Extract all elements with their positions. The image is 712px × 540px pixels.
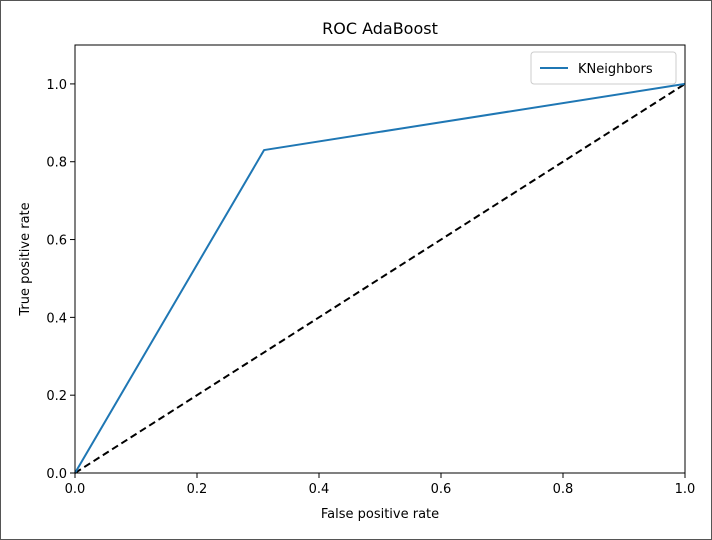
x-axis-label: False positive rate — [321, 507, 439, 522]
y-tick-label: 0.4 — [46, 311, 67, 326]
reference-diagonal-line — [74, 83, 686, 474]
y-axis-label: True positive rate — [18, 202, 33, 316]
y-tick-label: 1.0 — [46, 78, 67, 93]
x-tick-label: 0.8 — [553, 482, 574, 497]
legend-box — [530, 51, 677, 85]
y-tick-label: 0.0 — [46, 467, 67, 482]
y-tick-label: 0.2 — [46, 389, 67, 404]
series-line-kneighbors — [74, 82, 686, 474]
y-tick-label: 0.6 — [46, 234, 67, 249]
y-tick-label: 0.8 — [46, 156, 67, 171]
x-tick-label: 0.6 — [431, 482, 452, 497]
legend: KNeighbors — [530, 51, 677, 85]
chart-title: ROC AdaBoost — [322, 19, 438, 38]
x-tick-label: 0.2 — [187, 482, 208, 497]
plot-frame — [74, 44, 686, 474]
x-tick-label: 1.0 — [675, 482, 696, 497]
x-tick-label: 0.0 — [65, 482, 86, 497]
x-tick-label: 0.4 — [309, 482, 330, 497]
legend-label: KNeighbors — [578, 62, 653, 77]
